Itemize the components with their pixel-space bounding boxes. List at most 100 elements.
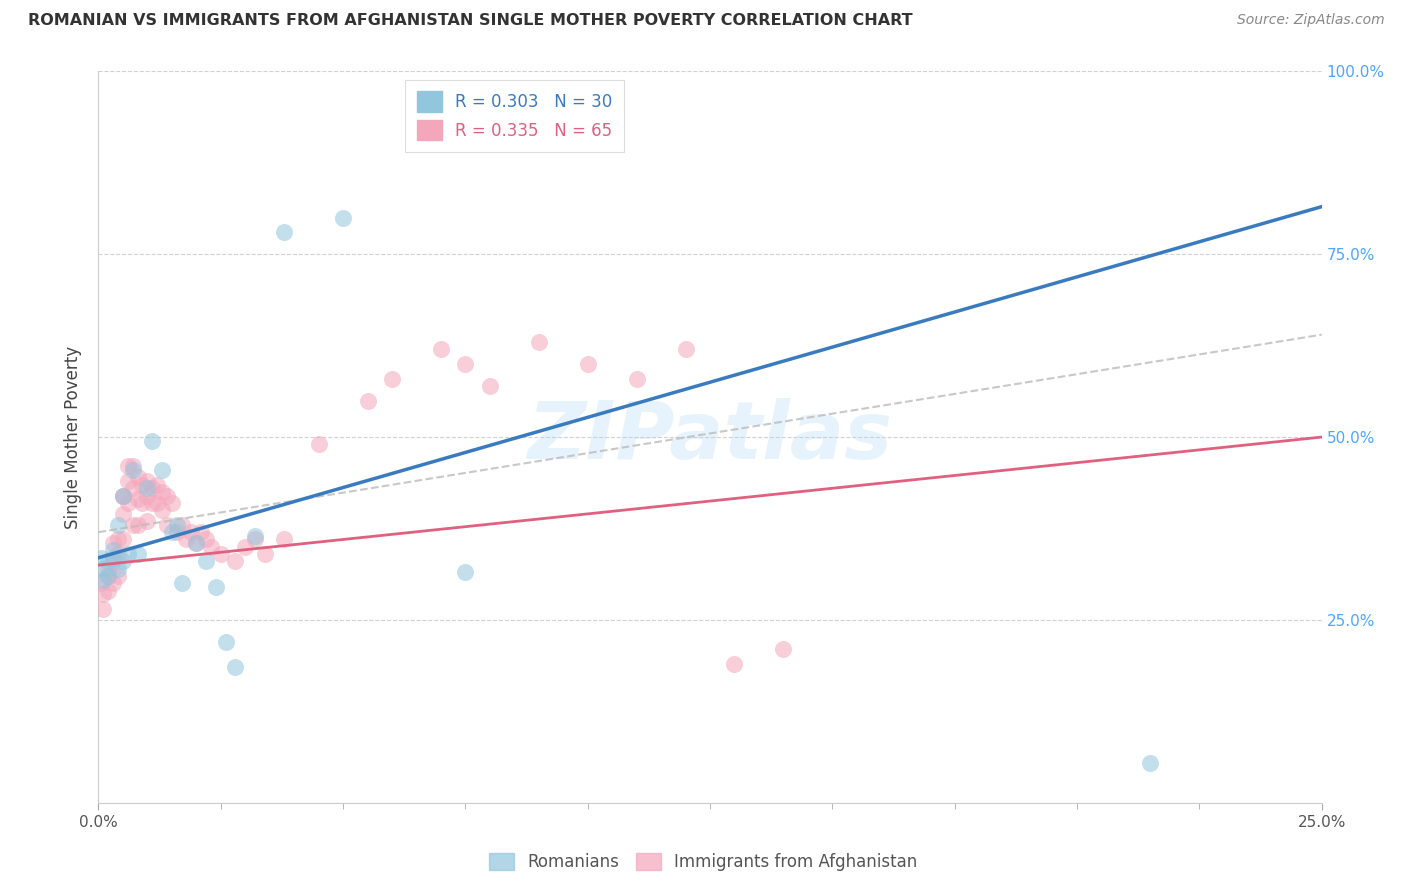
Point <box>127 547 149 561</box>
Point <box>91 602 114 616</box>
Point <box>117 474 139 488</box>
Point <box>200 540 222 554</box>
Point <box>136 474 159 488</box>
Point <box>146 477 169 491</box>
Point <box>454 566 477 580</box>
Point <box>243 529 266 543</box>
Point <box>1139 756 1161 770</box>
Point <box>97 562 120 576</box>
Point <box>273 533 295 547</box>
Point <box>127 492 149 507</box>
Point <box>91 587 114 601</box>
Point <box>107 569 129 583</box>
Point <box>195 533 218 547</box>
Point <box>91 573 114 587</box>
Point <box>190 525 212 540</box>
Legend: R = 0.303   N = 30, R = 0.335   N = 65: R = 0.303 N = 30, R = 0.335 N = 65 <box>405 79 624 152</box>
Point <box>150 503 173 517</box>
Text: ZIPatlas: ZIPatlas <box>527 398 893 476</box>
Point <box>156 517 179 532</box>
Point <box>107 533 129 547</box>
Point <box>160 525 183 540</box>
Point <box>127 517 149 532</box>
Point <box>478 379 501 393</box>
Point <box>127 470 149 484</box>
Point <box>772 642 794 657</box>
Point <box>121 459 143 474</box>
Point <box>146 496 169 510</box>
Point <box>97 554 120 568</box>
Point <box>356 393 378 408</box>
Point <box>150 463 173 477</box>
Point <box>131 496 153 510</box>
Point <box>117 547 139 561</box>
Point <box>101 543 124 558</box>
Point <box>97 583 120 598</box>
Point <box>131 477 153 491</box>
Point <box>160 496 183 510</box>
Point <box>91 562 114 576</box>
Point <box>136 489 159 503</box>
Point <box>141 496 163 510</box>
Point <box>141 434 163 448</box>
Point <box>121 463 143 477</box>
Point <box>111 507 134 521</box>
Point <box>308 437 330 451</box>
Point <box>332 211 354 225</box>
Y-axis label: Single Mother Poverty: Single Mother Poverty <box>65 345 83 529</box>
Point <box>107 562 129 576</box>
Point <box>117 459 139 474</box>
Point <box>121 481 143 495</box>
Point <box>117 496 139 510</box>
Point <box>273 225 295 239</box>
Point <box>166 517 188 532</box>
Point <box>90 550 112 565</box>
Point <box>430 343 453 357</box>
Point <box>111 489 134 503</box>
Point <box>233 540 256 554</box>
Point <box>576 357 599 371</box>
Point <box>150 485 173 500</box>
Point <box>723 657 745 671</box>
Point <box>454 357 477 371</box>
Point <box>243 533 266 547</box>
Point <box>170 517 193 532</box>
Point <box>101 550 124 565</box>
Point <box>176 533 198 547</box>
Text: ROMANIAN VS IMMIGRANTS FROM AFGHANISTAN SINGLE MOTHER POVERTY CORRELATION CHART: ROMANIAN VS IMMIGRANTS FROM AFGHANISTAN … <box>28 13 912 29</box>
Point <box>121 517 143 532</box>
Point <box>205 580 228 594</box>
Point <box>97 569 120 583</box>
Point <box>111 489 134 503</box>
Point <box>214 635 236 649</box>
Point <box>675 343 697 357</box>
Point <box>101 576 124 591</box>
Point <box>136 481 159 495</box>
Point <box>209 547 232 561</box>
Point <box>626 371 648 385</box>
Point <box>156 489 179 503</box>
Point <box>186 536 208 550</box>
Point <box>111 533 134 547</box>
Point <box>101 536 124 550</box>
Point <box>111 554 134 568</box>
Point <box>527 334 550 349</box>
Point <box>195 554 218 568</box>
Point <box>136 514 159 528</box>
Point <box>101 554 124 568</box>
Point <box>166 525 188 540</box>
Point <box>224 660 246 674</box>
Point <box>90 576 112 591</box>
Point <box>253 547 276 561</box>
Point <box>180 525 202 540</box>
Point <box>170 576 193 591</box>
Point <box>381 371 404 385</box>
Legend: Romanians, Immigrants from Afghanistan: Romanians, Immigrants from Afghanistan <box>481 845 925 880</box>
Point <box>141 481 163 495</box>
Point <box>186 536 208 550</box>
Text: Source: ZipAtlas.com: Source: ZipAtlas.com <box>1237 13 1385 28</box>
Point <box>111 489 134 503</box>
Point <box>107 517 129 532</box>
Point <box>224 554 246 568</box>
Point <box>107 547 129 561</box>
